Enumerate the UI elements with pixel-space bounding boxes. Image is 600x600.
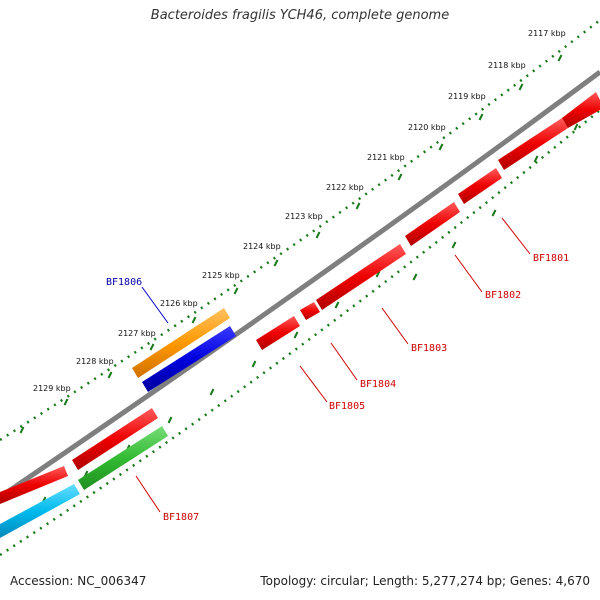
scale-tick: [451, 241, 457, 249]
scale-tick: [63, 398, 69, 406]
scale-tick: [251, 360, 257, 368]
forward-strand-genes: [0, 308, 230, 504]
kbp-label: 2125 kbp: [202, 271, 240, 280]
gene-leader-lines: [135, 217, 531, 513]
kbp-label: 2126 kbp: [160, 299, 198, 308]
gene-bf1806-blue[interactable]: [142, 326, 236, 392]
leader-bf1805: [299, 365, 328, 403]
gene-label-bf1805[interactable]: BF1805: [329, 401, 365, 412]
kbp-label: 2124 kbp: [243, 242, 281, 251]
scale-tick: [533, 155, 539, 163]
scale-tick: [19, 426, 25, 434]
gene-bf1804[interactable]: [316, 244, 406, 310]
scale-tick: [315, 231, 321, 239]
genome-summary-text: Topology: circular; Length: 5,277,274 bp…: [260, 574, 590, 588]
scale-tick: [491, 209, 497, 217]
map-title: Bacteroides fragilis YCH46, complete gen…: [150, 8, 450, 23]
leader-bf1807: [135, 475, 161, 513]
outer-scale-ticks: [19, 54, 563, 434]
gene-bf1801[interactable]: [498, 118, 568, 170]
gene-label-bf1803[interactable]: BF1803: [411, 343, 447, 354]
scale-tick: [478, 113, 484, 121]
gene-label-bf1802[interactable]: BF1802: [485, 290, 521, 301]
scale-tick: [273, 259, 279, 267]
scale-tick: [233, 287, 239, 295]
scale-tick: [412, 273, 418, 281]
scale-tick: [149, 343, 155, 351]
kbp-label: 2127 kbp: [118, 329, 156, 338]
scale-tick: [438, 143, 444, 151]
outer-scale-dots: [0, 19, 600, 442]
kbp-label: 2123 kbp: [285, 212, 323, 221]
kbp-label: 2119 kbp: [448, 92, 486, 101]
gene-bf1807-green[interactable]: [78, 426, 168, 490]
outer-kbp-scale: 2117 kbp 2118 kbp 2119 kbp 2120 kbp 2121 kbp…: [0, 19, 600, 442]
accession-text: Accession: NC_006347: [10, 574, 147, 588]
scale-tick: [518, 83, 524, 91]
kbp-label: 2122 kbp: [326, 183, 364, 192]
gene-bf1803[interactable]: [405, 202, 460, 246]
genome-backbone: [0, 69, 600, 500]
scale-tick: [334, 301, 340, 309]
kbp-label: 2128 kbp: [76, 357, 114, 366]
gene-cyan-lower-left[interactable]: [0, 484, 80, 538]
scale-tick: [107, 371, 113, 379]
scale-tick: [167, 416, 173, 424]
gene-bf1801b[interactable]: [562, 92, 600, 128]
scale-tick: [355, 202, 361, 210]
kbp-label: 2121 kbp: [367, 153, 405, 162]
leader-bf1804: [330, 342, 358, 381]
leader-bf1802: [454, 254, 483, 293]
scale-tick: [557, 54, 563, 62]
gene-bf1806-orange[interactable]: [132, 308, 230, 378]
kbp-label: 2129 kbp: [33, 384, 71, 393]
scale-tick: [573, 123, 579, 131]
kbp-label: 2117 kbp: [528, 29, 566, 38]
leader-bf1803: [381, 307, 409, 345]
kbp-label: 2120 kbp: [408, 123, 446, 132]
inner-kbp-scale: [0, 109, 600, 557]
reverse-strand-genes: [0, 92, 600, 538]
scale-tick: [397, 173, 403, 181]
gene-label-bf1801[interactable]: BF1801: [533, 253, 569, 264]
kbp-labels: 2117 kbp 2118 kbp 2119 kbp 2120 kbp 2121 kbp…: [33, 29, 566, 393]
gene-label-bf1807[interactable]: BF1807: [163, 512, 199, 523]
gene-bf1807-red-upper[interactable]: [72, 408, 158, 470]
scale-tick: [209, 388, 215, 396]
kbp-label: 2118 kbp: [488, 61, 526, 70]
gene-red-upper-left[interactable]: [0, 466, 68, 504]
inner-scale-dots: [0, 109, 600, 557]
scale-tick: [191, 316, 197, 324]
scale-tick: [293, 331, 299, 339]
gene-bf1802[interactable]: [458, 168, 502, 204]
leader-bf1806: [141, 286, 169, 324]
gene-label-bf1804[interactable]: BF1804: [360, 379, 396, 390]
leader-bf1801: [501, 217, 531, 255]
gene-bf1805a[interactable]: [300, 302, 320, 320]
gene-labels: BF1801 BF1802 BF1803 BF1804 BF1805 BF180…: [106, 253, 569, 523]
gene-label-bf1806[interactable]: BF1806: [106, 277, 142, 288]
gene-bf1805[interactable]: [256, 316, 300, 350]
